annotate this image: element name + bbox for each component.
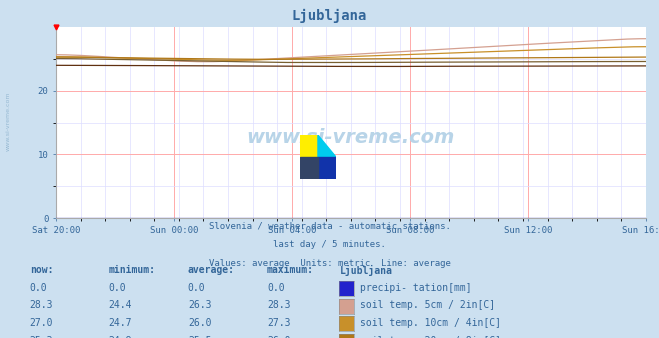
Text: Ljubljana: Ljubljana bbox=[339, 265, 392, 276]
Text: 0.0: 0.0 bbox=[188, 283, 206, 293]
Text: 28.3: 28.3 bbox=[30, 300, 53, 311]
Text: soil temp. 5cm / 2in[C]: soil temp. 5cm / 2in[C] bbox=[360, 300, 496, 311]
Text: 24.9: 24.9 bbox=[109, 336, 132, 338]
Text: maximum:: maximum: bbox=[267, 265, 314, 275]
Text: 26.3: 26.3 bbox=[188, 300, 212, 311]
Text: 27.3: 27.3 bbox=[267, 318, 291, 328]
Text: 26.0: 26.0 bbox=[267, 336, 291, 338]
Text: 26.0: 26.0 bbox=[188, 318, 212, 328]
Text: 28.3: 28.3 bbox=[267, 300, 291, 311]
Text: Ljubljana: Ljubljana bbox=[292, 8, 367, 23]
Bar bbox=[318, 157, 336, 179]
Text: 27.0: 27.0 bbox=[30, 318, 53, 328]
Text: Slovenia / weather data - automatic stations.: Slovenia / weather data - automatic stat… bbox=[208, 221, 451, 231]
Text: 25.3: 25.3 bbox=[30, 336, 53, 338]
Text: Values: average  Units: metric  Line: average: Values: average Units: metric Line: aver… bbox=[208, 259, 451, 268]
Text: average:: average: bbox=[188, 265, 235, 275]
Text: now:: now: bbox=[30, 265, 53, 275]
Text: www.si-vreme.com: www.si-vreme.com bbox=[246, 128, 455, 147]
Text: www.si-vreme.com: www.si-vreme.com bbox=[5, 92, 11, 151]
Text: minimum:: minimum: bbox=[109, 265, 156, 275]
Text: 0.0: 0.0 bbox=[30, 283, 47, 293]
Text: last day / 5 minutes.: last day / 5 minutes. bbox=[273, 240, 386, 249]
Text: soil temp. 10cm / 4in[C]: soil temp. 10cm / 4in[C] bbox=[360, 318, 501, 328]
Text: 0.0: 0.0 bbox=[109, 283, 127, 293]
Text: 25.5: 25.5 bbox=[188, 336, 212, 338]
Text: 24.7: 24.7 bbox=[109, 318, 132, 328]
Text: precipi- tation[mm]: precipi- tation[mm] bbox=[360, 283, 472, 293]
Polygon shape bbox=[318, 135, 336, 157]
Polygon shape bbox=[300, 157, 318, 179]
Text: 0.0: 0.0 bbox=[267, 283, 285, 293]
Text: soil temp. 20cm / 8in[C]: soil temp. 20cm / 8in[C] bbox=[360, 336, 501, 338]
Text: 24.4: 24.4 bbox=[109, 300, 132, 311]
Bar bbox=[300, 135, 318, 157]
